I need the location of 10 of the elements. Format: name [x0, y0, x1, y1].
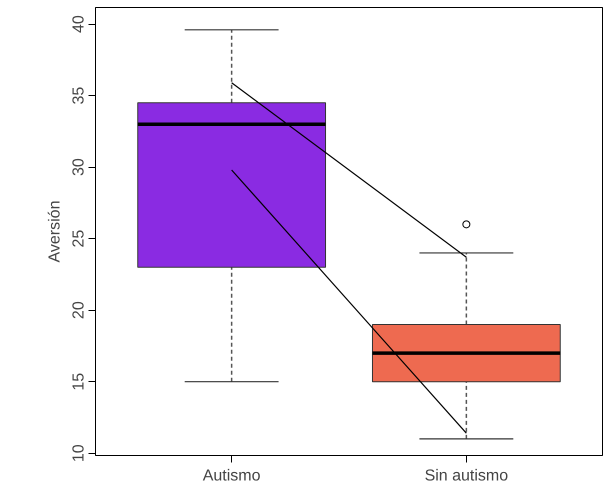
y-axis-title: Aversión	[46, 200, 64, 262]
y-tick-label: 10	[70, 444, 88, 462]
y-tick-label: 30	[70, 158, 88, 176]
y-tick-label: 40	[70, 15, 88, 33]
x-tick-label: Autismo	[202, 468, 261, 484]
y-tick-label: 20	[70, 301, 88, 320]
y-tick-label: 25	[70, 230, 88, 248]
x-tick-label: Sin autismo	[424, 468, 508, 484]
y-tick-label: 35	[70, 86, 88, 105]
y-tick-label: 15	[70, 372, 88, 391]
